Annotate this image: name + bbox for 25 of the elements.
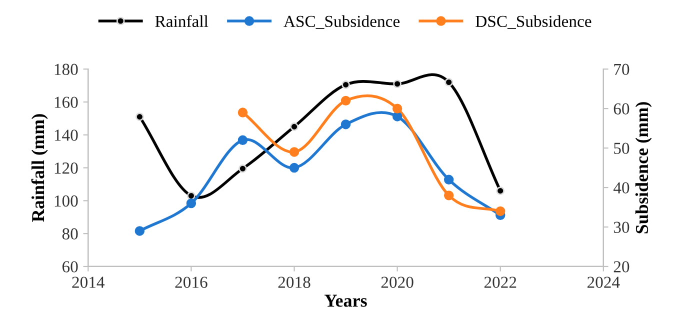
x-tick-label: 2020 <box>381 276 414 288</box>
x-tick-label: 2024 <box>587 276 620 288</box>
y-tick-label: 140 <box>54 130 78 141</box>
x-tick-label: 2018 <box>278 276 310 288</box>
y2-tick-label: 60 <box>614 103 630 115</box>
y2-tick-label: 70 <box>614 64 630 76</box>
y-tick-label: 100 <box>54 195 78 207</box>
y-tick-label: 60 <box>62 261 78 272</box>
y2-tick-label: 20 <box>614 261 630 272</box>
y-tick-label: 180 <box>54 64 78 76</box>
legend-label: DSC_Subsidence <box>476 15 592 29</box>
y2-tick-label: 50 <box>614 142 630 154</box>
legend-label: ASC_Subsidence <box>284 15 400 29</box>
y2-tick-label: 30 <box>614 222 630 233</box>
y2-axis-title: Subsidence (mm) <box>635 102 652 234</box>
y2-tick-label: 40 <box>613 182 630 194</box>
y-tick-label: 120 <box>54 162 78 174</box>
y-axis-title: Rainfall (mm) <box>31 114 48 222</box>
x-tick-label: 2014 <box>72 276 105 288</box>
x-axis-title: Years <box>324 294 367 307</box>
y-tick-label: 160 <box>54 96 78 108</box>
x-tick-label: 2022 <box>484 276 516 288</box>
y-tick-label: 80 <box>62 228 78 240</box>
x-tick-label: 2016 <box>175 276 208 288</box>
legend-label: Rainfall <box>155 15 208 28</box>
